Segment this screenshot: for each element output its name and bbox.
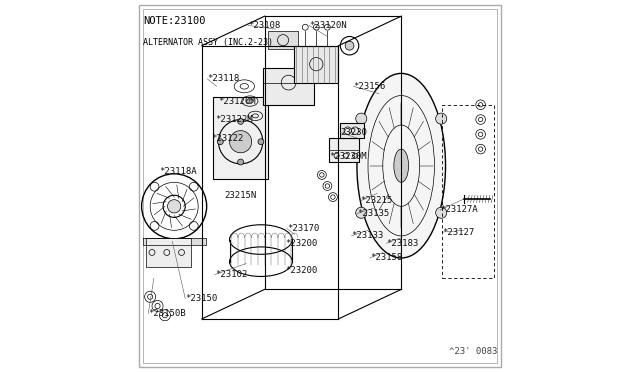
- Text: *23156: *23156: [353, 82, 385, 91]
- Bar: [340, 123, 364, 138]
- Text: *23127A: *23127A: [440, 205, 477, 215]
- Text: *23122M: *23122M: [215, 115, 252, 124]
- Polygon shape: [143, 238, 205, 245]
- Bar: [268, 31, 298, 49]
- Ellipse shape: [357, 73, 445, 258]
- Bar: [213, 97, 268, 179]
- Bar: [263, 68, 314, 105]
- Bar: [147, 238, 191, 267]
- Text: *23183: *23183: [387, 239, 419, 248]
- Text: *23118A: *23118A: [159, 167, 197, 176]
- Text: *23120N: *23120N: [309, 21, 346, 30]
- Text: *23150: *23150: [185, 294, 218, 303]
- Text: *23135: *23135: [357, 209, 389, 218]
- Text: *23158: *23158: [370, 253, 402, 263]
- Text: 23215N: 23215N: [224, 191, 256, 200]
- Text: *23170: *23170: [287, 224, 319, 233]
- Circle shape: [218, 139, 223, 145]
- Circle shape: [436, 207, 447, 218]
- Text: *23102: *23102: [215, 270, 247, 279]
- Bar: [329, 138, 359, 162]
- Circle shape: [237, 159, 244, 165]
- Circle shape: [258, 139, 264, 145]
- Text: *23108: *23108: [248, 21, 280, 30]
- Ellipse shape: [394, 149, 408, 182]
- Text: *23200: *23200: [285, 239, 317, 248]
- Circle shape: [345, 41, 354, 50]
- Text: *23122: *23122: [211, 134, 243, 142]
- Text: *23127: *23127: [442, 228, 474, 237]
- Circle shape: [237, 118, 244, 124]
- Circle shape: [356, 207, 367, 218]
- Text: *23215: *23215: [360, 196, 393, 205]
- Bar: [294, 46, 339, 83]
- Text: ALTERNATOR ASSY (INC.2-23): ALTERNATOR ASSY (INC.2-23): [143, 38, 273, 47]
- Text: *23150B: *23150B: [148, 309, 186, 318]
- Circle shape: [230, 131, 252, 153]
- Text: *23120M: *23120M: [218, 97, 256, 106]
- Circle shape: [356, 113, 367, 124]
- Text: *23230M: *23230M: [329, 152, 367, 161]
- Text: NOTE:23100: NOTE:23100: [143, 16, 205, 26]
- Circle shape: [168, 200, 181, 213]
- Text: *23200: *23200: [285, 266, 317, 275]
- Text: 23230: 23230: [340, 128, 367, 137]
- Text: *23118: *23118: [207, 74, 239, 83]
- Circle shape: [436, 113, 447, 124]
- Text: *23133: *23133: [351, 231, 383, 240]
- Text: ^23' 0083: ^23' 0083: [449, 347, 497, 356]
